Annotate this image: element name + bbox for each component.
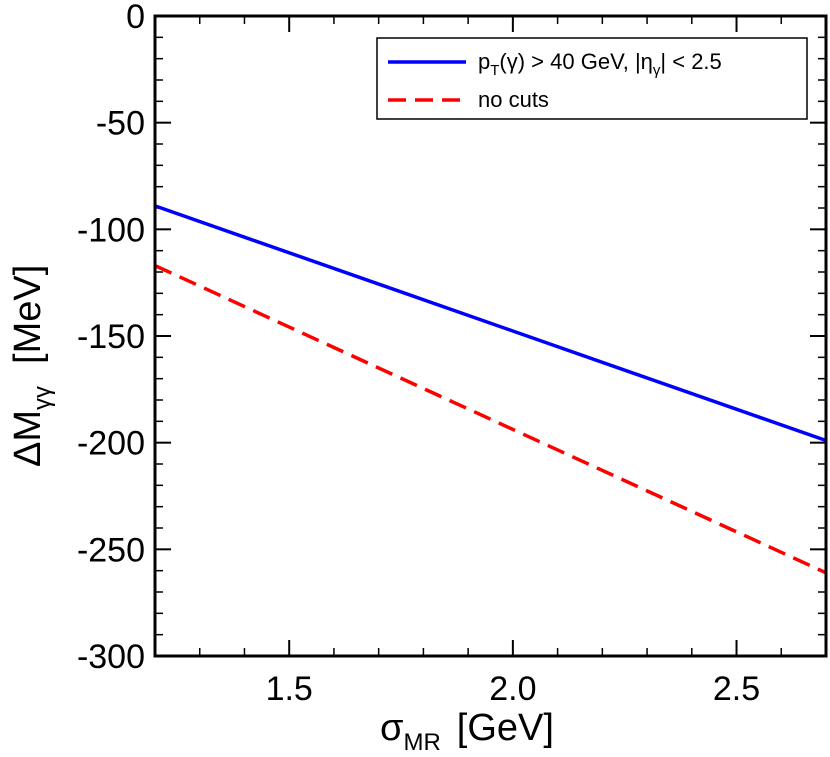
legend-series-1-tail: | < 2.5 xyxy=(660,49,721,74)
legend-series-1-sub-t: T xyxy=(490,62,499,79)
y-axis-symbol: ΔM xyxy=(7,410,49,467)
legend-series-1-p: p xyxy=(478,49,490,74)
series-line-2 xyxy=(154,264,827,575)
legend-series-1-mid: (γ) > 40 GeV, |η xyxy=(499,49,652,74)
legend: pT(γ) > 40 GeV, |ηγ| < 2.5 no cuts xyxy=(376,37,808,120)
plot-frame xyxy=(153,14,828,658)
x-axis-sub: MR xyxy=(403,729,440,756)
y-axis-title: ΔMγγ [MeV] xyxy=(7,265,56,467)
x-axis-unit: [GeV] xyxy=(457,707,554,749)
x-axis-symbol: σ xyxy=(380,707,403,749)
series-layer xyxy=(154,204,827,575)
legend-box xyxy=(376,37,808,120)
y-tick-label: -250 xyxy=(77,531,145,569)
x-tick-label: 2.0 xyxy=(489,670,536,708)
y-tick-label: 0 xyxy=(126,0,145,36)
y-tick-label: -50 xyxy=(96,105,145,143)
y-tick-label: -150 xyxy=(77,318,145,356)
y-tick-label: -200 xyxy=(77,425,145,463)
legend-series-1-sub-gamma: γ xyxy=(653,62,661,79)
tick-labels: 1.5 2.0 2.5 0 -50 -100 -150 -200 -250 -300 xyxy=(77,0,760,708)
x-axis-title: σMR [GeV] xyxy=(380,707,554,756)
legend-label-series-1: pT(γ) > 40 GeV, |ηγ| < 2.5 xyxy=(478,49,722,79)
x-tick-label: 1.5 xyxy=(266,670,313,708)
x-tick-label: 2.5 xyxy=(713,670,760,708)
legend-label-series-2: no cuts xyxy=(478,87,549,112)
series-line-1 xyxy=(154,204,827,443)
y-axis-sub: γγ xyxy=(29,386,56,410)
y-tick-label: -100 xyxy=(77,211,145,249)
y-axis-unit: [MeV] xyxy=(7,265,49,364)
y-tick-label: -300 xyxy=(77,638,145,676)
